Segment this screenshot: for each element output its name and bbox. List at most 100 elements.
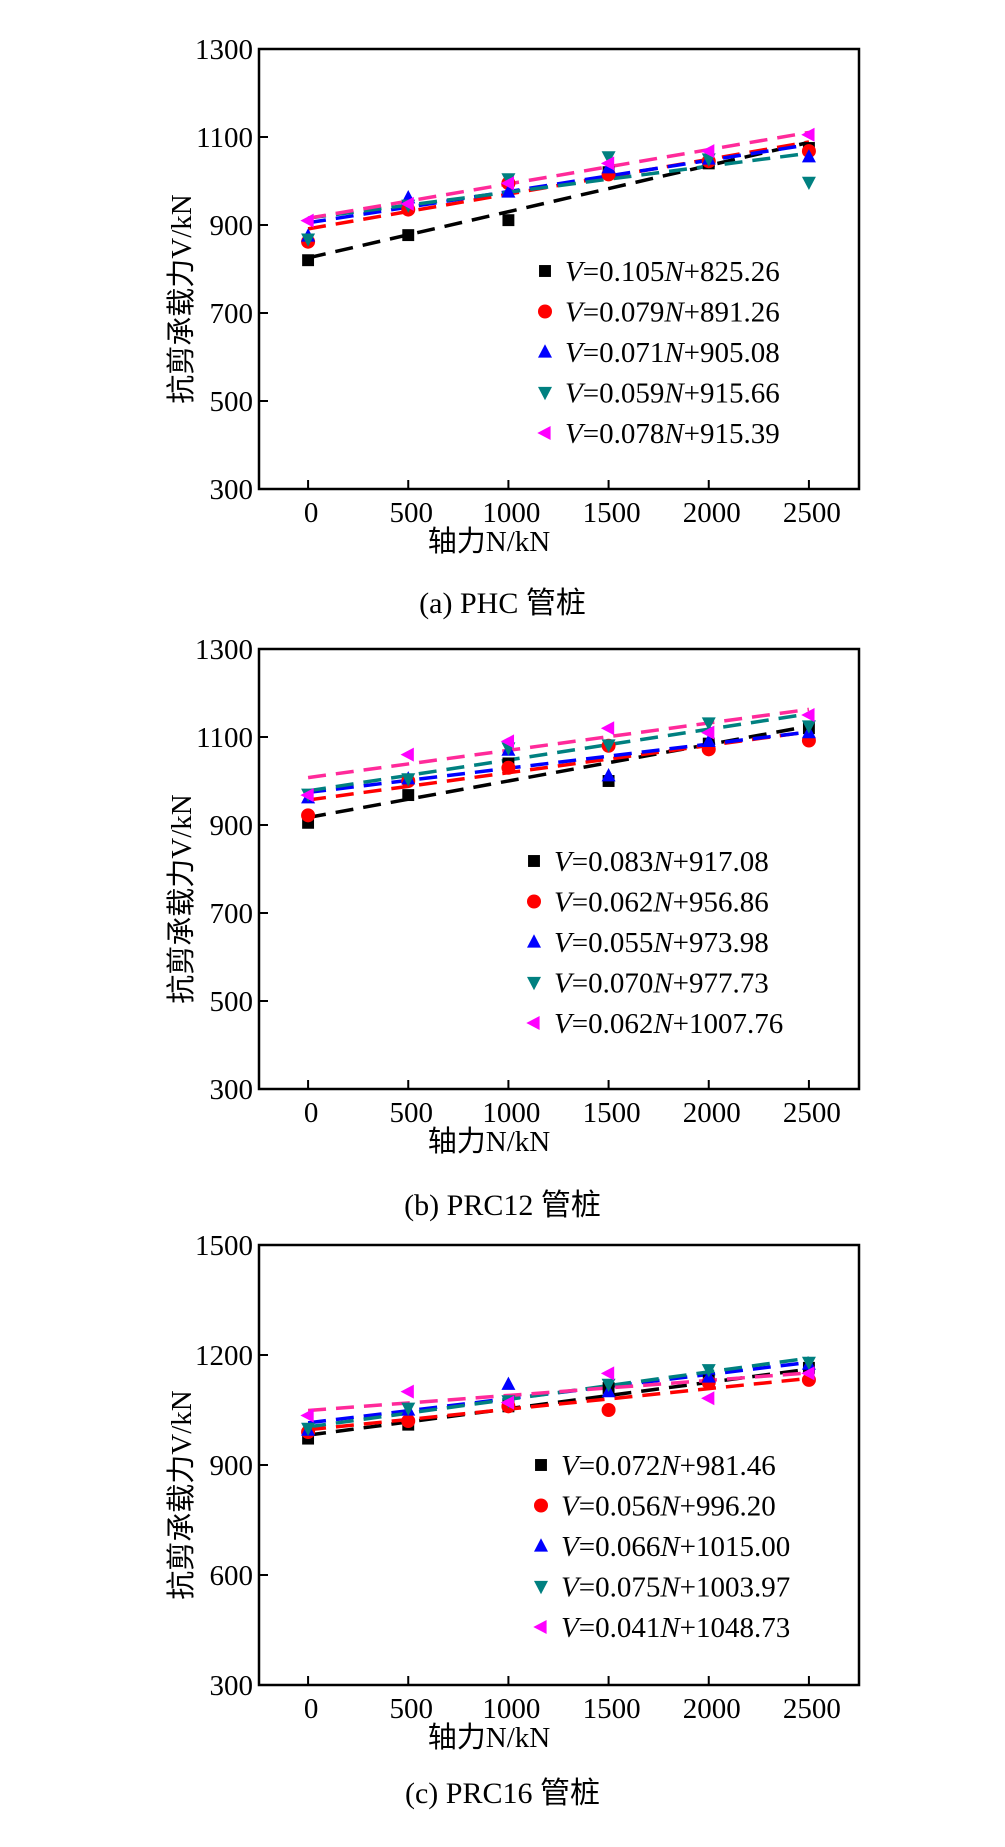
data-point-s3 [801,176,816,191]
data-point-s4 [801,1366,815,1381]
y-tick-label: 700 [210,298,254,330]
legend-label-1: V=0.079N+891.26 [565,297,780,329]
x-tick-label: 2000 [683,1693,741,1725]
fit-line-2 [307,730,810,795]
x-axis-label: 轴力N/kN [428,525,551,558]
caption-c: (c) PRC16 管桩 [405,1777,600,1810]
data-point-s4 [500,1395,515,1410]
fit-line-0 [307,1367,810,1437]
x-tick-label: 2500 [783,1097,841,1129]
data-point-s4 [701,144,715,159]
data-point-s1 [301,808,316,823]
chart-1: 300 500 700 900 1100 1300 0 500 1000 1500 2000 2500… [165,634,861,1158]
x-axis-label: 轴力N/kN [428,1721,551,1754]
legend-marker-4 [537,426,551,440]
fit-line-4 [307,707,810,780]
plot-frame [257,47,861,491]
data-point-s3 [801,720,816,734]
data-point-s1 [601,1403,616,1417]
fit-line-3 [307,712,810,793]
data-point-s2 [601,768,616,782]
legend-label-0: V=0.083N+917.08 [554,846,769,878]
data-point-s4 [801,708,815,722]
legend-marker-2 [534,1538,548,1552]
plot-frame [257,647,861,1091]
y-tick-label: 1200 [195,1340,253,1372]
x-tick-label: 1500 [583,1693,641,1725]
x-tick-label: 0 [304,497,319,529]
legend-label-4: V=0.041N+1048.73 [561,1612,790,1644]
data-point-s4 [600,1366,615,1381]
legend-label-1: V=0.056N+996.20 [561,1491,776,1523]
legend-marker-1 [538,304,552,319]
y-tick-label: 900 [210,1450,254,1482]
y-tick-label: 300 [210,1670,254,1702]
data-point-s0 [402,229,415,242]
data-point-s3 [801,1356,816,1371]
legend-label-4: V=0.062N+1007.76 [554,1008,783,1040]
x-tick-label: 2000 [683,1097,741,1129]
y-tick-label: 700 [210,898,254,930]
data-point-s4 [300,213,314,228]
legend-marker-3 [538,386,552,401]
x-tick-label: 500 [389,497,433,529]
data-point-s4 [500,176,515,191]
legend-marker-1 [534,1498,548,1513]
y-tick-label: 600 [210,1560,254,1592]
x-tick-label: 0 [304,1693,319,1725]
x-tick-label: 1000 [482,1097,540,1129]
data-point-s3 [701,717,716,731]
data-point-s3 [601,1378,616,1393]
legend-marker-4 [526,1016,540,1030]
data-point-s0 [502,214,515,227]
legend-label-4: V=0.078N+915.39 [565,418,780,450]
y-tick-label: 1100 [196,722,253,754]
y-tick-label: 500 [210,386,254,418]
y-axis-label: 抗剪承载力V/kN [165,194,198,404]
x-tick-label: 2000 [683,497,741,529]
data-point-s2 [701,733,716,747]
x-tick-label: 1500 [583,1097,641,1129]
x-tick-label: 500 [389,1693,433,1725]
y-tick-label: 1100 [196,122,253,154]
y-tick-label: 1300 [195,34,253,66]
data-point-s3 [601,739,616,753]
caption-b: (b) PRC12 管桩 [404,1189,601,1222]
y-tick-label: 900 [210,810,254,842]
data-point-s4 [600,156,615,171]
data-point-s4 [701,725,715,740]
legend-label-2: V=0.066N+1015.00 [561,1531,790,1563]
fit-line-3 [307,151,810,220]
fit-line-4 [307,130,810,220]
chart-2: 300 600 900 1200 1500 0 500 1000 1500 2000 2500 轴力N… [165,1230,861,1754]
data-point-s3 [401,773,416,787]
data-point-s3 [301,233,316,247]
legend-label-3: V=0.059N+915.66 [565,378,780,410]
data-point-s4 [801,127,815,142]
x-tick-label: 500 [389,1097,433,1129]
y-tick-label: 500 [210,986,254,1018]
legend-marker-3 [534,1580,548,1595]
y-tick-label: 300 [210,474,254,506]
data-point-s3 [701,1364,716,1378]
y-axis-label: 抗剪承载力V/kN [165,1390,198,1600]
data-point-s0 [402,789,415,802]
legend-marker-0 [535,1459,547,1471]
chart-0: 300 500 700 900 1100 1300 0 500 1000 1500 2000 2500… [165,34,861,558]
data-point-s4 [300,788,314,803]
data-point-s3 [401,1402,416,1416]
data-point-s4 [400,747,414,762]
legend-label-0: V=0.072N+981.46 [561,1450,776,1482]
y-axis-label: 抗剪承载力V/kN [165,794,198,1004]
legend-marker-4 [533,1620,547,1634]
legend-marker-3 [527,976,541,991]
x-tick-label: 1000 [482,1693,540,1725]
legend-label-3: V=0.070N+977.73 [554,968,769,1000]
data-point-s2 [501,1376,516,1390]
data-point-s1 [401,1414,416,1428]
legend-label-1: V=0.062N+956.86 [554,887,769,919]
legend-marker-0 [539,265,551,277]
y-tick-label: 1500 [195,1230,253,1262]
data-point-s3 [601,151,616,165]
data-point-s1 [501,760,516,775]
